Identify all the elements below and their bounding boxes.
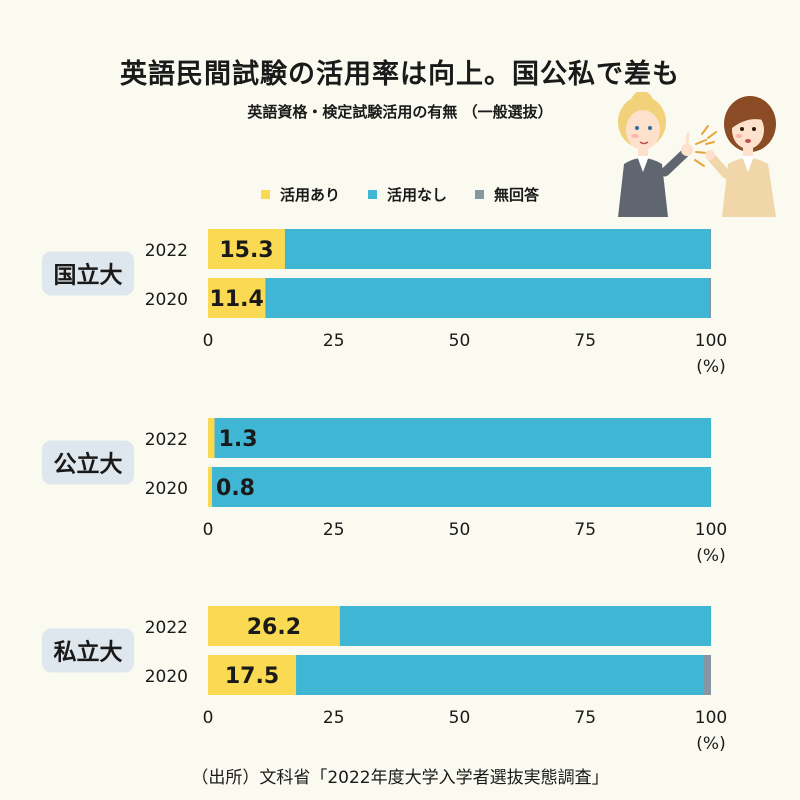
legend-item-no: 活用なし [367,184,447,205]
bar-segment-yes [208,655,297,695]
bar-segment-none [708,278,711,318]
x-tick-label: 0 [203,708,214,728]
group-label: 私立大 [54,639,123,666]
x-tick-label: 100 [695,708,727,728]
x-tick-label: 50 [449,708,471,728]
group-label-box [42,628,134,673]
unit-label: (%) [696,357,725,377]
legend-swatch-yes [260,190,270,199]
x-tick-label: 25 [323,331,345,351]
bar-segment-no [296,655,704,695]
bar-segment-none [703,655,711,695]
legend-item-none: 無回答 [475,184,539,205]
legend-label-no: 活用なし [386,186,447,204]
bar-segment-no [284,229,711,269]
source-note: （出所）文科省「2022年度大学入学者選抜実態調査」 [191,768,609,788]
year-label: 2020 [145,667,188,687]
bar-segment-no [212,467,712,507]
x-tick-label: 25 [323,708,345,728]
x-tick-label: 50 [449,520,471,540]
x-tick-label: 75 [574,331,596,351]
legend-label-yes: 活用あり [279,186,340,204]
x-tick-label: 75 [574,708,596,728]
group-label-box [42,440,134,485]
chart-title: 英語民間試験の活用率は向上。国公私で差も [120,59,680,90]
x-tick-label: 0 [203,331,214,351]
bar-segment-yes [208,467,213,507]
group-label: 公立大 [54,451,123,478]
group-label: 国立大 [54,262,123,289]
x-tick-label: 0 [203,520,214,540]
x-tick-label: 50 [449,331,471,351]
x-tick-label: 100 [695,331,727,351]
year-label: 2022 [145,430,188,450]
legend: 活用あり 活用なし 無回答 [0,184,800,205]
data-label: 11.4 [210,287,264,312]
unit-label: (%) [696,546,725,566]
x-tick-label: 25 [323,520,345,540]
group-label-box [42,251,134,296]
legend-swatch-no [367,190,377,199]
data-label: 17.5 [225,664,279,689]
legend-label-none: 無回答 [494,186,540,204]
bar-segment-no [339,606,711,646]
bar-segment-no [214,418,711,458]
x-tick-label: 100 [695,520,727,540]
bar-segment-yes [208,606,340,646]
year-label: 2022 [145,241,188,261]
chart-subtitle: 英語資格・検定試験活用の有無 （一般選抜） [247,103,553,121]
year-label: 2020 [145,479,188,499]
data-label: 26.2 [247,615,301,640]
legend-item-yes: 活用あり [260,184,340,205]
bar-segment-yes [208,418,215,458]
bar-segment-none [710,229,711,269]
bar-segment-yes [208,229,285,269]
bar-segment-no [265,278,709,318]
year-label: 2020 [145,290,188,310]
year-label: 2022 [145,618,188,638]
data-label: 15.3 [219,238,273,263]
data-label: 1.3 [219,427,258,452]
x-tick-label: 75 [574,520,596,540]
data-label: 0.8 [216,476,255,501]
bar-segment-yes [208,278,266,318]
unit-label: (%) [696,734,725,754]
people-illustration-icon [618,92,776,217]
legend-swatch-none [475,190,484,199]
